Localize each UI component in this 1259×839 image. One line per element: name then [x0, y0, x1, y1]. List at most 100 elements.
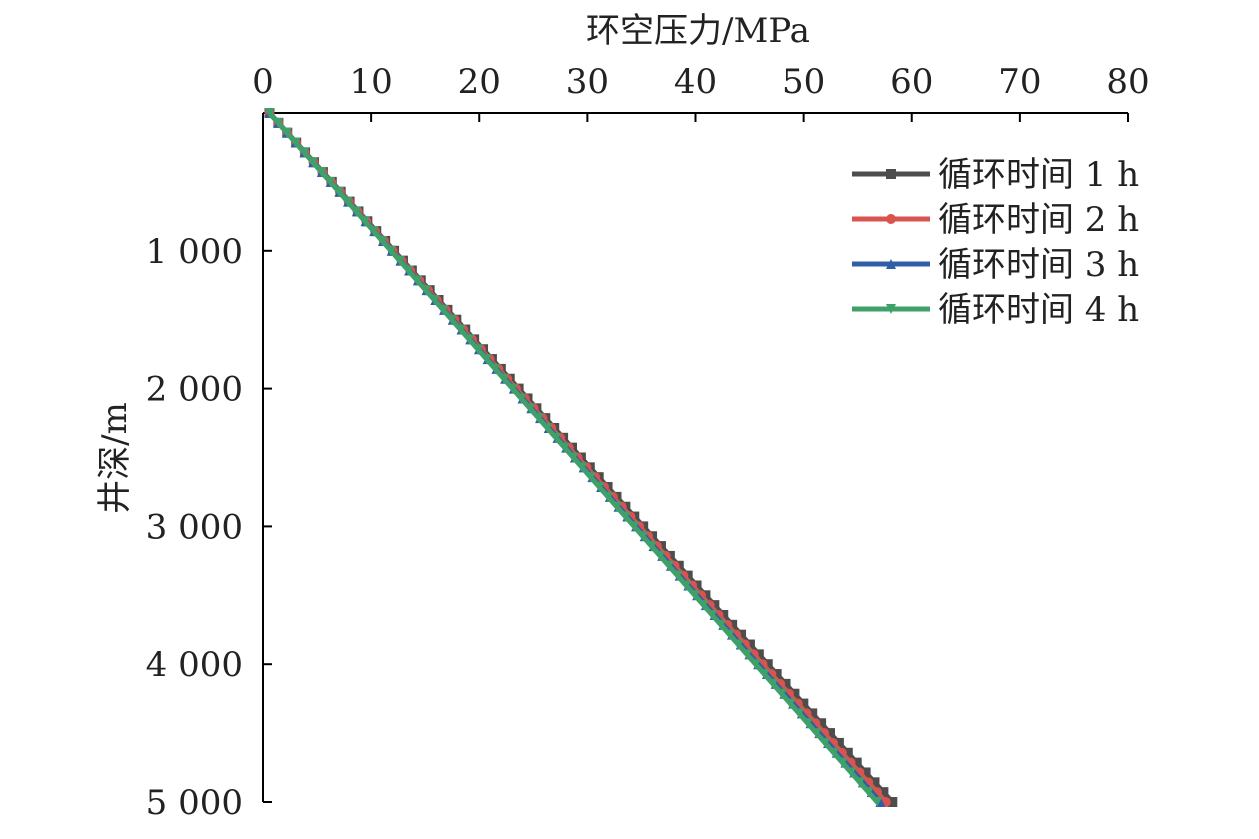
data-point-marker: [750, 659, 761, 670]
legend-label: 循环时间 3 h: [938, 245, 1139, 285]
data-point-marker: [825, 728, 836, 739]
data-point-marker: [420, 285, 431, 296]
data-point-marker: [342, 196, 353, 207]
x-tick-label: 70: [998, 62, 1041, 102]
data-point-marker: [464, 334, 475, 345]
data-point-marker: [481, 354, 492, 365]
x-axis-title: 环空压力/MPa: [586, 11, 810, 51]
y-tick-label: 2 000: [146, 370, 243, 410]
data-point-marker: [780, 678, 791, 689]
data-point-marker: [403, 265, 414, 276]
legend-item-4: 循环时间 4 h: [852, 290, 1139, 330]
x-tick-label: 40: [674, 62, 717, 102]
data-point-marker: [886, 304, 896, 314]
data-point-marker: [516, 393, 527, 404]
data-point-marker: [585, 472, 596, 483]
data-point-marker: [603, 491, 614, 502]
data-point-marker: [863, 787, 874, 798]
x-tick-label: 50: [782, 62, 825, 102]
x-tick-label: 60: [890, 62, 933, 102]
data-point-marker: [299, 147, 310, 158]
x-tick-label: 80: [1106, 62, 1149, 102]
data-point-marker: [316, 167, 327, 178]
data-point-marker: [698, 600, 709, 611]
data-point-marker: [663, 560, 674, 571]
data-point-marker: [741, 649, 752, 660]
data-point-marker: [368, 226, 379, 237]
data-point-marker: [724, 629, 735, 640]
data-point-marker: [429, 295, 440, 306]
data-point-marker: [846, 767, 857, 778]
data-point-marker: [794, 708, 805, 719]
data-point-marker: [273, 117, 284, 128]
data-point-marker: [386, 245, 397, 256]
data-point-marker: [412, 275, 423, 286]
data-point-marker: [851, 757, 862, 768]
data-point-marker: [472, 344, 483, 355]
data-point-marker: [637, 531, 648, 542]
data-point-marker: [715, 619, 726, 630]
data-point-marker: [744, 639, 755, 650]
data-point-marker: [753, 649, 764, 660]
data-point-marker: [533, 413, 544, 424]
data-point-marker: [759, 669, 770, 680]
legend-label: 循环时间 4 h: [938, 290, 1139, 330]
data-point-marker: [869, 777, 880, 788]
data-point-marker: [568, 452, 579, 463]
data-point-marker: [842, 747, 853, 758]
data-point-marker: [264, 108, 275, 118]
data-point-marker: [771, 669, 782, 680]
x-tick-label: 30: [566, 62, 609, 102]
data-point-marker: [594, 482, 605, 493]
data-point-marker: [707, 609, 718, 620]
data-point-marker: [860, 767, 871, 778]
data-point-marker: [455, 324, 466, 335]
data-point-marker: [490, 363, 501, 374]
data-point-marker: [681, 580, 692, 591]
data-point-marker: [507, 383, 518, 394]
series-layer: [264, 108, 898, 807]
x-tick-label: 0: [252, 62, 274, 102]
y-tick-label: 5 000: [146, 783, 243, 823]
y-tick-label: 4 000: [146, 645, 243, 685]
data-point-marker: [872, 797, 883, 807]
legend: 循环时间 1 h 循环时间 2 h 循环时间 3 h 循环时间 4 h: [852, 155, 1139, 330]
y-axis: 1 000 2 000 3 000 4 000 5 000: [146, 113, 272, 823]
data-point-marker: [576, 462, 587, 473]
data-point-marker: [837, 757, 848, 768]
data-point-marker: [281, 127, 292, 138]
data-point-marker: [785, 698, 796, 709]
data-point-marker: [524, 403, 535, 414]
data-point-marker: [394, 255, 405, 266]
data-point-marker: [878, 787, 889, 798]
data-point-marker: [828, 747, 839, 758]
data-point-marker: [816, 718, 827, 729]
data-point-marker: [886, 259, 896, 269]
data-point-marker: [307, 157, 318, 168]
data-point-marker: [333, 186, 344, 197]
legend-item-2: 循环时间 2 h: [852, 200, 1139, 240]
legend-item-1: 循环时间 1 h: [852, 155, 1139, 195]
data-point-marker: [776, 688, 787, 699]
data-point-marker: [655, 550, 666, 561]
data-point-marker: [629, 521, 640, 532]
data-point-marker: [359, 216, 370, 227]
data-point-marker: [559, 442, 570, 453]
legend-label: 循环时间 2 h: [938, 200, 1139, 240]
data-point-marker: [886, 214, 896, 224]
data-point-marker: [646, 541, 657, 552]
data-point-marker: [290, 137, 301, 148]
data-point-marker: [820, 737, 831, 748]
data-point-marker: [886, 169, 896, 179]
data-point-marker: [733, 639, 744, 650]
data-point-marker: [672, 570, 683, 581]
data-point-marker: [611, 501, 622, 512]
legend-item-3: 循环时间 3 h: [852, 245, 1139, 285]
data-point-marker: [802, 718, 813, 729]
data-point-marker: [377, 235, 388, 246]
data-point-marker: [351, 206, 362, 217]
data-point-marker: [807, 708, 818, 719]
data-point-marker: [811, 728, 822, 739]
data-point-marker: [550, 432, 561, 443]
